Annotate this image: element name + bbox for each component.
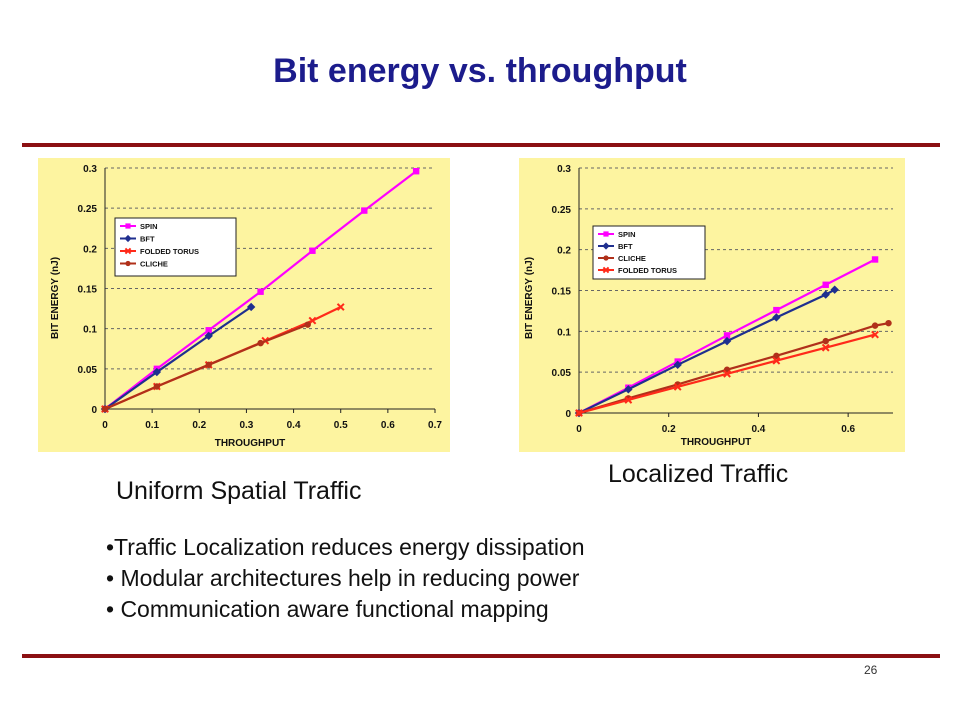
page-number: 26	[864, 663, 878, 677]
data-point	[773, 352, 780, 360]
y-tick-label: 0	[565, 409, 571, 420]
data-point	[822, 281, 829, 288]
data-point	[673, 382, 682, 391]
data-point	[723, 369, 731, 378]
y-tick-label: 0.2	[557, 246, 571, 257]
data-point	[257, 288, 264, 295]
x-tick-label: 0.4	[287, 420, 301, 431]
series-folded-torus	[575, 330, 879, 417]
x-tick-label: 0.5	[334, 420, 348, 431]
data-point	[723, 332, 731, 339]
slide-title: Bit energy vs. throughput	[273, 52, 687, 90]
data-point	[821, 343, 830, 352]
data-point	[246, 302, 256, 312]
y-tick-label: 0.05	[552, 368, 572, 379]
top-divider	[22, 143, 940, 147]
x-tick-label: 0.2	[662, 424, 676, 435]
x-tick-label: 0	[102, 420, 108, 431]
data-point	[722, 336, 732, 346]
data-point	[361, 207, 368, 214]
data-point	[772, 356, 781, 365]
legend: SPIN BFT CLICHE FOLDED TORUS	[592, 225, 706, 280]
x-tick-label: 0.2	[192, 420, 206, 431]
data-point	[885, 319, 892, 327]
y-axis-label: BIT ENERGY (nJ)	[524, 257, 535, 339]
x-tick-label: 0.6	[381, 420, 395, 431]
y-tick-label: 0.25	[78, 204, 98, 215]
legend-label: BFT	[140, 235, 155, 244]
data-point	[304, 321, 311, 328]
bottom-divider	[22, 654, 940, 658]
legend-marker	[602, 242, 610, 250]
x-tick-label: 0.6	[841, 424, 855, 435]
data-point	[205, 327, 212, 334]
x-tick-label: 0.7	[428, 420, 442, 431]
legend-marker	[603, 231, 609, 237]
data-point	[153, 383, 161, 390]
legend-box	[114, 217, 237, 277]
data-point	[257, 339, 264, 347]
data-point	[773, 306, 780, 314]
legend-label: CLICHE	[618, 254, 646, 263]
data-point	[336, 303, 345, 311]
legend-marker	[125, 260, 131, 267]
y-tick-label: 0.1	[83, 325, 97, 336]
legend-marker	[124, 234, 132, 243]
legend-marker	[125, 223, 131, 229]
y-tick-label: 0.15	[78, 285, 98, 296]
data-point	[871, 256, 879, 263]
data-point	[204, 331, 213, 341]
y-tick-label: 0.2	[83, 244, 97, 255]
chart-background	[519, 158, 905, 452]
data-point	[101, 405, 109, 413]
x-axis-label: THROUGHPUT	[215, 438, 286, 449]
legend-label: BFT	[618, 242, 633, 251]
data-point	[309, 247, 316, 254]
legend-label: SPIN	[618, 230, 636, 239]
y-axis-label: BIT ENERGY (nJ)	[50, 257, 61, 339]
localized-traffic-chart: 0 0.05 0.1 0.15 0.2 0.25 0.3 0 0.2 0.4 0.6 THROUGHP…	[519, 158, 905, 452]
data-point	[152, 367, 162, 377]
data-point	[822, 337, 829, 345]
bullet-item: •Traffic Localization reduces energy dis…	[106, 534, 585, 560]
bullet-item: • Modular architectures help in reducing…	[106, 565, 580, 591]
uniform-traffic-chart: 0 0.05 0.1 0.15 0.2 0.25 0.3 0 0.1 0.2 0.3 0.4 0.5 0.…	[38, 158, 450, 452]
y-tick-label: 0.05	[78, 365, 98, 376]
series-bft	[100, 302, 256, 414]
data-point	[205, 361, 212, 369]
data-point	[871, 330, 879, 339]
legend-marker	[124, 247, 132, 255]
data-point	[624, 396, 633, 404]
legend: SPIN BFT FOLDED TORUS CLICHE	[114, 217, 237, 277]
series-line	[578, 322, 889, 415]
bullet-list: •Traffic Localization reduces energy dis…	[106, 532, 585, 625]
legend-label: FOLDED TORUS	[618, 266, 677, 275]
y-tick-label: 0.3	[557, 164, 571, 175]
data-point	[575, 409, 583, 417]
legend-label: SPIN	[140, 222, 158, 231]
legend-label: FOLDED TORUS	[140, 247, 199, 256]
x-tick-label: 0.3	[239, 420, 253, 431]
data-point	[772, 313, 781, 322]
series-cliche	[101, 321, 311, 413]
bullet-item: • Communication aware functional mapping	[106, 596, 549, 622]
x-tick-label: 0.1	[145, 420, 159, 431]
y-tick-label: 0.15	[552, 287, 572, 298]
y-tick-label: 0.1	[557, 327, 571, 338]
legend-label: CLICHE	[140, 260, 168, 269]
data-point	[871, 322, 879, 329]
series-line	[104, 306, 252, 410]
y-tick-label: 0.25	[552, 205, 572, 216]
uniform-traffic-caption: Uniform Spatial Traffic	[116, 477, 362, 505]
y-tick-label: 0.3	[83, 164, 97, 175]
data-point	[412, 168, 420, 175]
x-tick-label: 0.4	[751, 424, 765, 435]
x-tick-label: 0	[576, 424, 582, 435]
localized-traffic-caption: Localized Traffic	[608, 460, 789, 488]
legend-marker	[602, 266, 610, 274]
y-tick-label: 0	[91, 405, 97, 416]
legend-marker	[603, 255, 609, 261]
x-axis-label: THROUGHPUT	[681, 437, 752, 448]
